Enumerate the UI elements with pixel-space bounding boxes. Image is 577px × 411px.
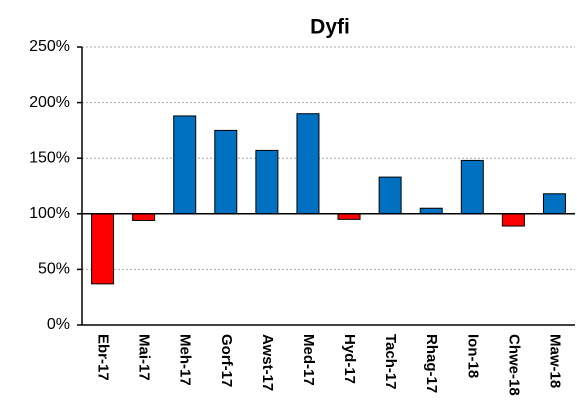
x-tick-label: Tach-17 xyxy=(382,334,399,390)
bar xyxy=(460,159,484,215)
y-tick-label: 250% xyxy=(29,38,70,55)
bar xyxy=(337,213,361,220)
bar xyxy=(378,176,402,215)
x-tick-label: Mai-17 xyxy=(136,334,153,381)
bar xyxy=(501,213,525,227)
x-tick-label: Rhag-17 xyxy=(423,334,440,393)
y-tick-label: 0% xyxy=(47,316,70,333)
y-tick-label: 200% xyxy=(29,94,70,111)
bar xyxy=(542,193,566,215)
x-tick-label: Meh-17 xyxy=(177,334,194,386)
bar xyxy=(91,213,115,285)
bar xyxy=(132,213,156,221)
x-tick-label: Ion-18 xyxy=(464,334,481,378)
x-tick-label: Awst-17 xyxy=(259,334,276,391)
x-tick-label: Med-17 xyxy=(300,334,317,386)
bar xyxy=(296,113,320,215)
bar xyxy=(255,149,279,215)
x-tick-label: Hyd-17 xyxy=(341,334,358,384)
x-tick-label: Maw-18 xyxy=(546,334,563,388)
y-tick-label: 50% xyxy=(38,261,70,278)
y-tick-label: 150% xyxy=(29,149,70,166)
chart-title: Dyfi xyxy=(310,16,350,39)
x-tick-label: Ebr-17 xyxy=(95,334,112,381)
x-tick-label: Chwe-18 xyxy=(505,334,522,396)
bar xyxy=(214,129,238,215)
bar xyxy=(173,115,197,215)
y-tick-label: 100% xyxy=(29,205,70,222)
x-tick-label: Gorf-17 xyxy=(218,334,235,387)
bar xyxy=(419,207,443,215)
